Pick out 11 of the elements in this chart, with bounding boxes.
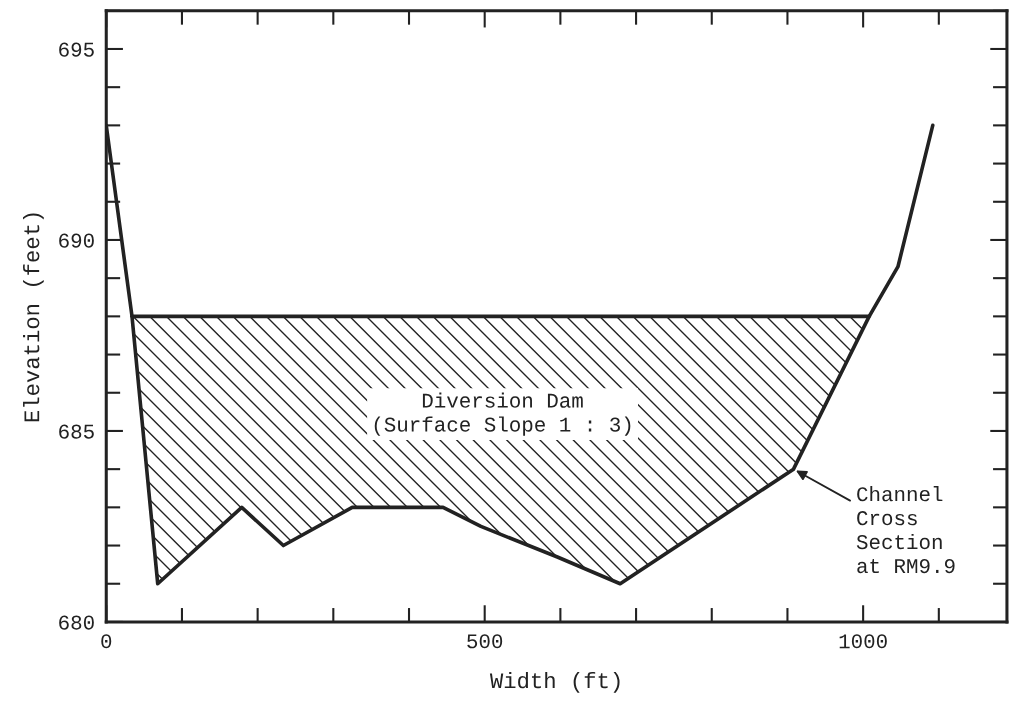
y-tick-label: 680 xyxy=(59,615,94,630)
y-tick-label: 690 xyxy=(59,233,94,248)
x-axis-title: Width (ft) xyxy=(489,671,620,693)
y-tick-label: 695 xyxy=(59,42,94,57)
x-tick-label: 500 xyxy=(467,634,503,649)
y-tick-label: 685 xyxy=(59,424,94,439)
annotation: Diversion Dam (Surface Slope 1 : 3) xyxy=(374,392,631,436)
x-tick-label: 1000 xyxy=(839,634,887,649)
annotation: Channel Cross Section at RM9.9 xyxy=(856,486,955,574)
y-axis-title: Elevation (feet) xyxy=(23,213,44,422)
x-tick-label: 0 xyxy=(101,634,112,649)
